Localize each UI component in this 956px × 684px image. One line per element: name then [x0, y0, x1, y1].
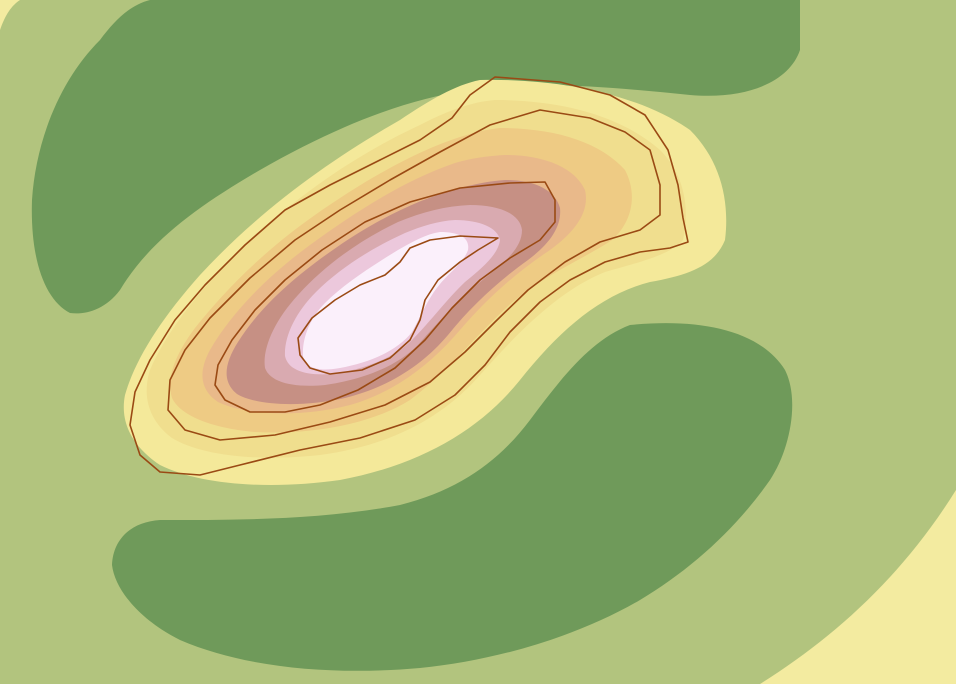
contour-line-outer	[129, 76, 689, 476]
valley-lower	[112, 323, 793, 671]
contour-lines	[129, 76, 689, 476]
peak-summit	[302, 232, 469, 370]
valley-upper-left	[31, 0, 800, 314]
contour-line-inner	[297, 235, 499, 375]
contour-line-3	[214, 181, 556, 413]
contour-line-2	[167, 109, 661, 441]
